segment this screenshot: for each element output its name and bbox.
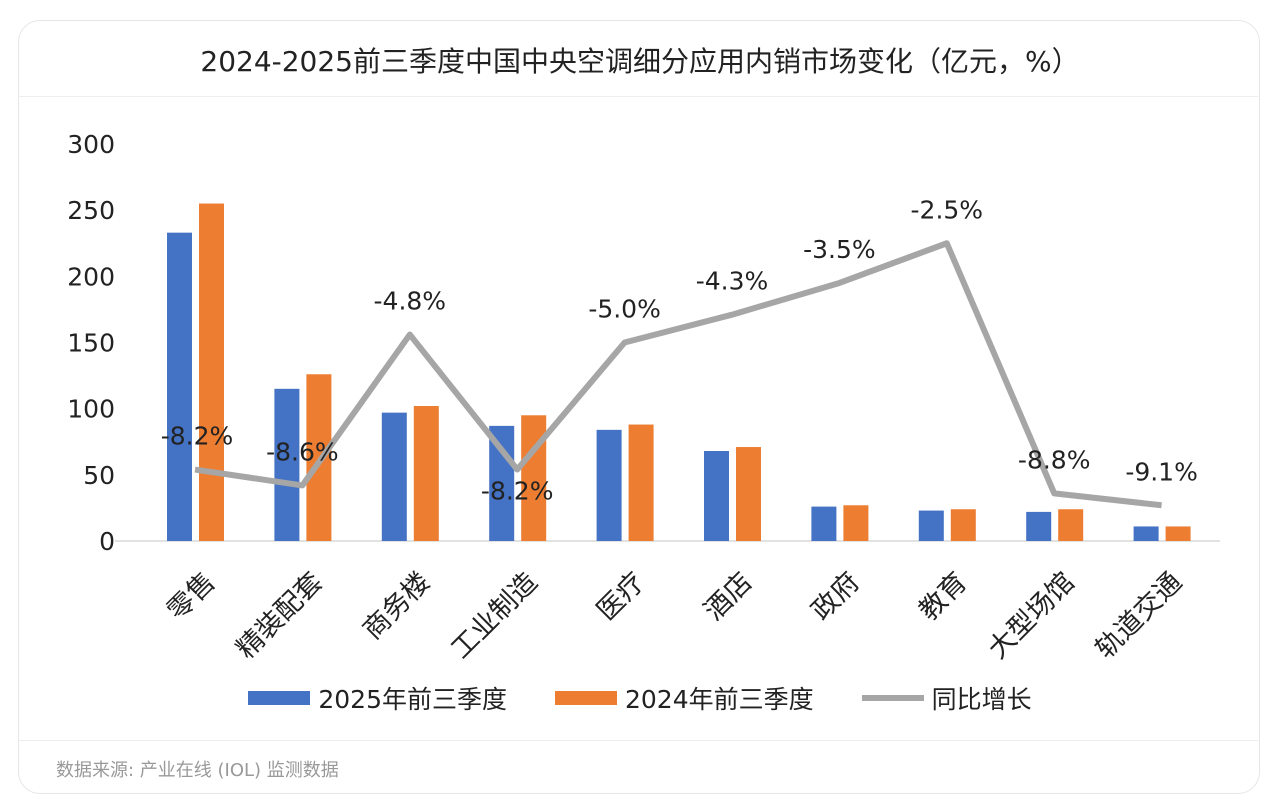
bar-2024	[843, 505, 869, 541]
bar-2025	[596, 429, 622, 541]
x-tick-label: 轨道交通	[1090, 567, 1188, 665]
footer-divider	[18, 740, 1260, 741]
bar-2025	[1133, 526, 1159, 541]
x-tick-label: 商务楼	[357, 567, 436, 646]
x-tick-label: 工业制造	[445, 567, 543, 665]
data-label: -9.1%	[1125, 457, 1198, 486]
bar-2025	[381, 412, 407, 541]
data-label: -8.2%	[161, 422, 234, 451]
y-tick-label: 50	[83, 461, 115, 490]
bar-2025	[167, 232, 192, 541]
legend-label: 2025年前三季度	[318, 685, 507, 714]
x-tick-label: 精装配套	[231, 567, 329, 665]
data-label: -2.5%	[911, 195, 984, 224]
legend-swatch	[554, 691, 617, 705]
legend-item-growth: 同比增长	[861, 680, 1032, 716]
y-tick-label: 150	[67, 329, 115, 358]
bar-2024	[1058, 509, 1084, 541]
y-tick-label: 200	[67, 262, 115, 291]
legend-label: 2024年前三季度	[624, 685, 814, 714]
bar-2025	[704, 451, 729, 541]
data-label: -5.0%	[588, 295, 661, 324]
chart-card	[18, 20, 1260, 794]
y-tick-label: 300	[67, 130, 115, 159]
x-tick-label: 政府	[806, 567, 866, 627]
bar-2024	[413, 406, 439, 541]
legend: 2025年前三季度 2024年前三季度 同比增长	[0, 680, 1280, 716]
data-label: -3.5%	[803, 235, 876, 264]
legend-swatch	[861, 695, 924, 701]
source-note: 数据来源: 产业在线 (IOL) 监测数据	[56, 760, 339, 781]
x-tick-label: 医疗	[591, 567, 651, 627]
y-tick-label: 100	[67, 395, 115, 424]
data-label: -8.6%	[266, 437, 339, 466]
x-tick-label: 教育	[913, 567, 973, 627]
bar-2024	[1165, 526, 1191, 541]
x-tick-label: 大型场馆	[982, 567, 1080, 665]
bar-2024	[199, 203, 224, 542]
data-label: -4.3%	[696, 267, 769, 296]
growth-line	[194, 240, 1162, 509]
title-divider	[18, 96, 1260, 97]
y-tick-label: 250	[67, 196, 115, 225]
bar-2025	[811, 506, 837, 541]
data-label: -4.8%	[374, 287, 447, 316]
data-label: -8.2%	[481, 477, 554, 506]
legend-item-2025: 2025年前三季度	[248, 680, 507, 716]
data-label: -8.8%	[1018, 445, 1091, 474]
bar-2024	[628, 424, 654, 541]
legend-swatch	[248, 691, 311, 705]
bar-2025	[918, 510, 944, 541]
bar-2024	[950, 509, 976, 541]
x-tick-label: 酒店	[698, 567, 758, 627]
legend-label: 同比增长	[931, 685, 1032, 714]
x-tick-label: 零售	[161, 567, 221, 627]
legend-item-2024: 2024年前三季度	[554, 680, 814, 716]
chart-title: 2024-2025前三季度中国中央空调细分应用内销市场变化（亿元，%）	[200, 45, 1080, 78]
bar-2025	[274, 388, 300, 541]
bar-2025	[1026, 511, 1052, 541]
bar-2025	[489, 425, 515, 541]
y-tick-label: 0	[99, 527, 115, 556]
bar-2024	[736, 447, 761, 541]
